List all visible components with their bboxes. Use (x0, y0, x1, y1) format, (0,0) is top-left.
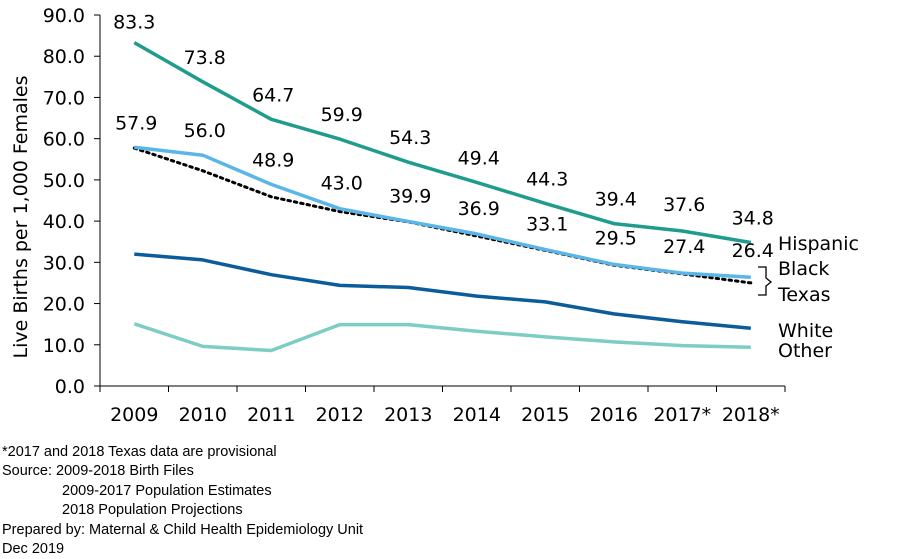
data-label-black: 39.9 (389, 186, 431, 208)
data-labels: 83.3 73.8 64.7 59.9 54.3 49.4 44.3 39.4 37.6 34.8… (113, 12, 774, 263)
label-brackets (758, 266, 773, 296)
data-label-black: 56.0 (184, 120, 226, 142)
data-label-hispanic: 39.4 (595, 189, 637, 211)
series-line-black (134, 145, 751, 279)
source-note-line2: 2009-2017 Population Estimates (62, 482, 272, 499)
y-tick-label: 30.0 (43, 252, 85, 274)
y-tick-label: 10.0 (43, 335, 85, 357)
data-label-hispanic: 37.6 (663, 194, 705, 216)
data-label-hispanic: 49.4 (458, 147, 500, 169)
y-tick-label: 70.0 (43, 87, 85, 109)
date-note: Dec 2019 (2, 541, 65, 558)
x-tick-label: 2016 (590, 404, 638, 426)
x-tick-label: 2013 (384, 404, 432, 426)
x-tick-label: 2011 (247, 404, 295, 426)
y-axis-ticks: 0.0 10.0 20.0 30.0 40.0 50.0 60.0 70.0 80.0 90.0 (43, 5, 100, 398)
y-tick-label: 80.0 (43, 46, 85, 68)
prepared-by-note: Prepared by: Maternal & Child Health Epi… (2, 521, 364, 538)
data-label-hispanic: 59.9 (321, 104, 363, 126)
data-label-black: 27.4 (663, 236, 705, 258)
data-label-black: 48.9 (252, 149, 294, 171)
birth-rate-line-chart: 0.010.020.030.040.050.060.070.080.090.0 … (10, 5, 859, 426)
x-tick-label: 2015 (521, 404, 569, 426)
data-label-hispanic: 54.3 (389, 127, 431, 149)
series-lines (132, 41, 753, 353)
data-label-hispanic: 34.8 (732, 208, 774, 230)
y-tick-label: 50.0 (43, 170, 85, 192)
data-label-hispanic: 44.3 (526, 168, 568, 190)
x-tick-label: 2012 (316, 404, 364, 426)
y-tick-label: 40.0 (43, 211, 85, 233)
x-tick-label: 2017* (653, 404, 711, 426)
y-tick-label: 60.0 (43, 129, 85, 151)
series-label-white: White (778, 320, 833, 342)
data-label-black: 33.1 (526, 214, 568, 236)
y-tick-label: 90.0 (43, 5, 85, 27)
series-label-black: Black (778, 258, 829, 280)
series-label-texas: Texas (777, 284, 831, 306)
data-label-black: 43.0 (321, 173, 363, 195)
x-axis-ticks: 2009 2010 2011 2012 2013 2014 2015 2016 2017* 201… (99, 386, 786, 426)
axes (99, 15, 785, 387)
series-line-texas (132, 146, 753, 285)
data-label-black: 29.5 (595, 227, 637, 249)
black-texas-bracket (758, 266, 773, 296)
data-label-black: 36.9 (458, 198, 500, 220)
data-label-black: 26.4 (732, 240, 774, 262)
x-tick-label: 2014 (453, 404, 501, 426)
y-tick-label: 0.0 (55, 376, 85, 398)
series-label-hispanic: Hispanic (778, 233, 859, 255)
chart-notes: *2017 and 2018 Texas data are provisiona… (2, 443, 363, 559)
data-label-hispanic: 73.8 (184, 47, 226, 69)
provisional-note: *2017 and 2018 Texas data are provisiona… (2, 444, 277, 460)
series-label-other: Other (778, 340, 832, 362)
series-line-hispanic (133, 41, 752, 245)
x-tick-label: 2018* (722, 404, 780, 426)
series-line-white (134, 252, 751, 331)
series-line-other (133, 322, 751, 353)
data-label-hispanic: 64.7 (252, 84, 294, 106)
data-label-black: 57.9 (115, 112, 157, 134)
y-axis-title: Live Births per 1,000 Females (10, 75, 32, 358)
data-label-hispanic: 83.3 (113, 12, 155, 34)
x-tick-label: 2009 (110, 404, 158, 426)
y-tick-label: 20.0 (43, 294, 85, 316)
x-tick-label: 2010 (179, 404, 227, 426)
source-note-line3: 2018 Population Projections (62, 502, 243, 519)
source-note: Source: 2009-2018 Birth Files (2, 463, 194, 480)
